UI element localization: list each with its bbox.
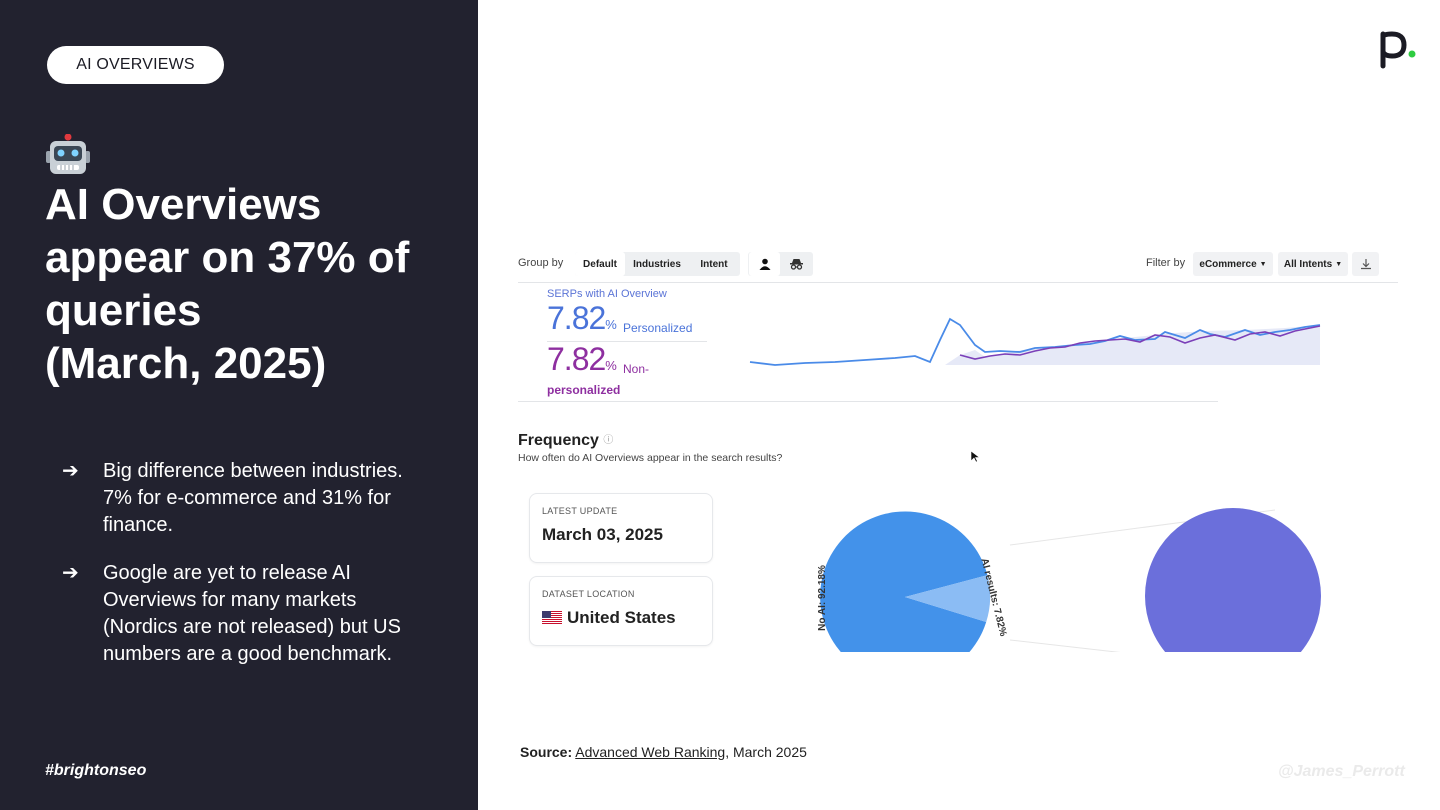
source-link[interactable]: Advanced Web Ranking [575,744,726,760]
incognito-toggle[interactable] [781,252,812,276]
bullet-item: ➔ Google are yet to release AI Overviews… [62,560,422,668]
author-handle: @James_Perrott [1278,763,1405,780]
incognito-icon [790,259,803,270]
download-button[interactable] [1352,252,1379,276]
headline-line: queries [45,286,202,335]
bullet-item: ➔ Big difference between industries. 7% … [62,458,422,539]
dataset-location-value: United States [567,608,676,627]
personalized-number: 7.82 [547,300,606,336]
left-panel: AI OVERVIEWS AI Overviews appear on 37% … [0,0,478,810]
hashtag: #brightonseo [45,762,147,779]
trend-line-non-personalized [959,325,1321,360]
arrow-right-icon: ➔ [62,460,79,482]
headline: AI Overviews appear on 37% of queries (M… [45,178,445,390]
personalized-label: Personalized [623,321,693,335]
p-dot-logo [1380,31,1416,69]
caret-down-icon: ▼ [1259,260,1267,268]
bullet-text: Big difference between industries. 7% fo… [103,460,403,536]
dataset-location-value-wrap: United States [542,608,676,628]
frequency-subtitle: How often do AI Overviews appear in the … [518,452,783,464]
pie-label-no-ai: No AI: 92.18% [817,565,828,631]
group-intent-button[interactable]: Intent [700,258,728,270]
headline-line: appear on 37% of [45,233,410,282]
filter-ecommerce-dropdown[interactable]: eCommerce ▼ [1193,252,1273,276]
filter-ecommerce-label: eCommerce [1199,258,1257,270]
source-suffix: , March 2025 [725,744,807,760]
serp-divider [547,341,707,342]
group-default-button[interactable]: Default [575,252,625,276]
dataset-location-card: DATASET LOCATION United States [529,576,713,646]
personalized-toggle[interactable] [749,252,780,276]
trend-area [945,325,1320,365]
non-personalized-number: 7.82 [547,341,606,377]
personalized-unit: % [605,317,617,332]
section-tag: AI OVERVIEWS [47,46,224,84]
latest-update-value: March 03, 2025 [542,525,663,544]
robot-icon [46,134,90,174]
group-industries-button[interactable]: Industries [633,258,681,270]
info-icon[interactable]: ⓘ [603,435,614,446]
bullet-list: ➔ Big difference between industries. 7% … [62,458,422,689]
caret-down-icon: ▼ [1335,260,1343,268]
us-flag-icon [542,611,562,624]
embedded-screenshot: Group by Default Industries Intent Filte… [505,240,1405,652]
filter-intents-label: All Intents [1283,258,1333,270]
non-personalized-value: 7.82% [547,341,617,378]
person-icon [759,258,770,270]
connector-line [1009,639,1121,652]
filter-intents-dropdown[interactable]: All Intents ▼ [1278,252,1348,276]
mouse-cursor-icon [970,450,981,463]
source-label: Source: [520,744,573,760]
non-personalized-label-1: Non- [623,362,650,376]
arrow-right-icon: ➔ [62,562,79,584]
personalized-value: 7.82% [547,300,617,337]
headline-line: AI Overviews [45,180,322,229]
pie-slice-no-ai [820,511,988,652]
frequency-pie-chart: No AI: 92.18% AI results: 7.82% [817,508,1321,652]
pie-detail-circle [1145,508,1321,652]
non-personalized-unit: % [605,358,617,373]
bullet-text: Google are yet to release AI Overviews f… [103,562,401,665]
headline-line: (March, 2025) [45,339,327,388]
pie-slice-ai [905,575,991,622]
group-by-label: Group by [518,257,564,269]
filter-by-label: Filter by [1146,257,1186,269]
source-line: Source: Advanced Web Ranking, March 2025 [520,744,807,760]
frequency-title: Frequency ⓘ [518,431,613,450]
download-icon [1360,259,1371,270]
toolbar-divider [518,282,1398,283]
dataset-location-label: DATASET LOCATION [542,589,635,599]
section-tag-label: AI OVERVIEWS [76,56,195,73]
trend-line-personalized [749,317,1321,366]
latest-update-card: LATEST UPDATE March 03, 2025 [529,493,713,563]
non-personalized-label-2: personalized [547,383,621,397]
latest-update-label: LATEST UPDATE [542,506,618,516]
frequency-title-text: Frequency [518,432,599,449]
serp-section-divider [518,401,1218,402]
trend-chart [749,317,1321,366]
serp-label: SERPs with AI Overview [547,288,667,300]
